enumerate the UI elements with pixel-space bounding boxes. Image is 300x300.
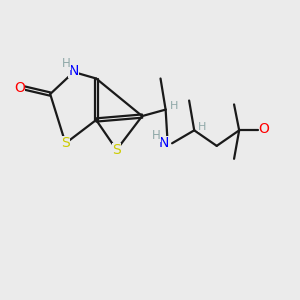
- Text: N: N: [68, 64, 79, 78]
- Text: O: O: [259, 122, 269, 136]
- Text: H: H: [62, 57, 71, 70]
- Text: H: H: [152, 129, 161, 142]
- Text: S: S: [112, 143, 121, 157]
- Text: O: O: [14, 81, 25, 94]
- Text: H: H: [198, 122, 207, 132]
- Text: S: S: [61, 136, 70, 150]
- Text: H: H: [170, 101, 178, 111]
- Text: N: N: [159, 136, 169, 150]
